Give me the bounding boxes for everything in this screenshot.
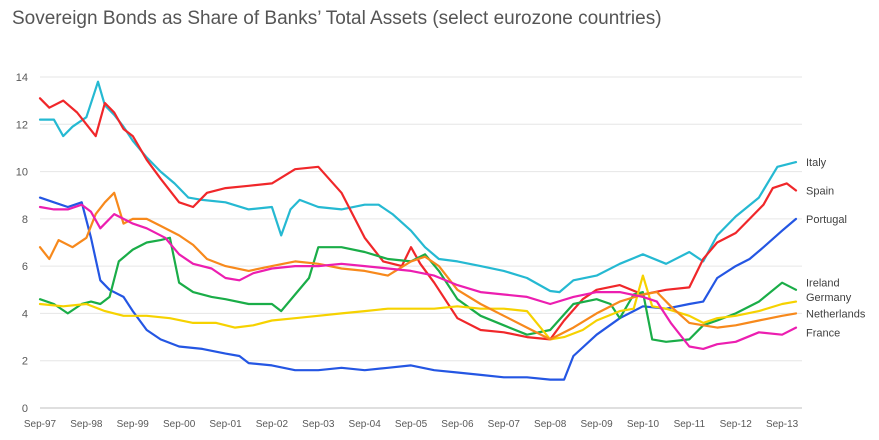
x-tick-label: Sep-00 — [163, 419, 196, 430]
x-tick-label: Sep-12 — [720, 419, 753, 430]
x-axis-ticks: Sep-97 Sep-98 Sep-99 Sep-00 Sep-01 Sep-02 Sep-… — [24, 419, 799, 430]
series-label-netherlands: Netherlands — [806, 308, 866, 320]
x-tick-label: Sep-04 — [349, 419, 382, 430]
x-tick-label: Sep-09 — [580, 419, 613, 430]
x-tick-label: Sep-10 — [627, 419, 660, 430]
series-line-germany — [38, 274, 798, 341]
series-label-germany: Germany — [806, 292, 852, 304]
series-line-france — [38, 203, 798, 350]
x-tick-label: Sep-06 — [441, 419, 474, 430]
x-tick-label: Sep-98 — [70, 419, 103, 430]
y-tick-label: 0 — [22, 403, 28, 415]
x-tick-label: Sep-97 — [24, 419, 57, 430]
series-label-portugal: Portugal — [806, 214, 847, 226]
series-line-portugal — [38, 196, 798, 381]
y-tick-label: 6 — [22, 261, 28, 273]
series-lines — [38, 80, 798, 381]
x-tick-label: Sep-99 — [117, 419, 150, 430]
y-tick-label: 8 — [22, 214, 28, 226]
y-tick-label: 12 — [16, 119, 28, 131]
x-tick-label: Sep-05 — [395, 419, 428, 430]
series-line-ireland — [38, 236, 798, 343]
series-label-spain: Spain — [806, 185, 834, 197]
x-tick-label: Sep-03 — [302, 419, 335, 430]
x-tick-label: Sep-07 — [488, 419, 521, 430]
x-tick-label: Sep-11 — [674, 419, 706, 430]
series-label-france: France — [806, 327, 840, 339]
y-tick-label: 4 — [22, 308, 28, 320]
x-tick-label: Sep-08 — [534, 419, 567, 430]
x-tick-label: Sep-13 — [766, 419, 799, 430]
x-tick-label: Sep-01 — [209, 419, 242, 430]
y-tick-label: 10 — [16, 167, 28, 179]
chart-title: Sovereign Bonds as Share of Banks’ Total… — [12, 8, 662, 29]
y-axis-ticks: 0 2 4 6 8 10 12 14 — [16, 72, 28, 415]
x-tick-label: Sep-02 — [256, 419, 289, 430]
series-line-italy — [38, 80, 798, 294]
series-label-ireland: Ireland — [806, 278, 840, 290]
y-tick-label: 2 — [22, 356, 28, 368]
series-labels: Italy Spain Portugal Ireland Germany Netherla… — [806, 157, 866, 339]
series-line-netherlands — [38, 191, 798, 341]
series-label-italy: Italy — [806, 157, 827, 169]
y-tick-label: 14 — [16, 72, 28, 84]
